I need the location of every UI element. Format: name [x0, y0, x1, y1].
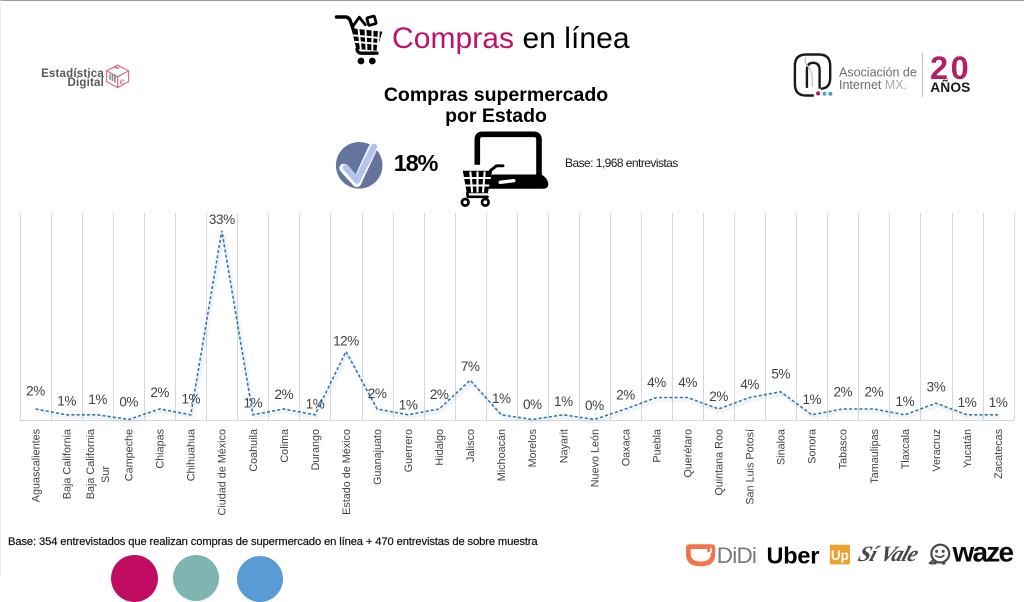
- svg-text:Tabasco: Tabasco: [838, 429, 850, 469]
- svg-text:2%: 2%: [709, 389, 728, 404]
- svg-text:Tamaulipas: Tamaulipas: [869, 428, 881, 483]
- svg-text:2%: 2%: [275, 387, 294, 402]
- svg-text:Sur: Sur: [100, 466, 112, 483]
- svg-text:0%: 0%: [119, 395, 138, 410]
- svg-text:Nuevo León: Nuevo León: [589, 429, 601, 487]
- svg-text:Baja California: Baja California: [62, 429, 74, 499]
- svg-text:3%: 3%: [927, 380, 946, 395]
- svg-text:Durango: Durango: [310, 429, 322, 470]
- svg-text:2%: 2%: [26, 384, 45, 399]
- svg-text:Campeche: Campeche: [124, 429, 136, 481]
- svg-text:Internet MX.: Internet MX.: [839, 78, 907, 92]
- svg-text:2%: 2%: [833, 385, 852, 400]
- svg-text:Tlaxcala: Tlaxcala: [900, 429, 912, 469]
- svg-text:AÑOS: AÑOS: [930, 78, 970, 95]
- svg-text:Nayarit: Nayarit: [558, 429, 570, 463]
- svg-text:Sonora: Sonora: [807, 429, 819, 464]
- svg-text:...: ...: [908, 553, 915, 564]
- svg-text:Uber: Uber: [767, 543, 820, 569]
- svg-text:1%: 1%: [989, 395, 1008, 410]
- svg-text:4%: 4%: [740, 377, 759, 392]
- svg-text:2%: 2%: [150, 385, 169, 400]
- svg-text:Sinaloa: Sinaloa: [776, 429, 788, 465]
- svg-text:Zacatecas: Zacatecas: [993, 428, 1005, 478]
- svg-text:DiDi: DiDi: [717, 543, 756, 568]
- svg-text:Colima: Colima: [279, 429, 291, 463]
- svg-text:Querétaro: Querétaro: [683, 429, 695, 478]
- svg-text:1%: 1%: [896, 394, 915, 409]
- svg-text:1%: 1%: [492, 391, 511, 406]
- svg-text:1%: 1%: [554, 394, 573, 409]
- svg-text:Quintana Roo: Quintana Roo: [714, 429, 726, 496]
- svg-text:Guerrero: Guerrero: [403, 429, 415, 472]
- svg-text:Asociación de: Asociación de: [839, 65, 917, 79]
- svg-text:0%: 0%: [585, 398, 604, 413]
- svg-text:1%: 1%: [57, 394, 76, 409]
- svg-text:1%: 1%: [88, 392, 107, 407]
- svg-text:Hidalgo: Hidalgo: [434, 429, 446, 466]
- svg-text:2%: 2%: [430, 387, 449, 402]
- svg-text:Baja California: Baja California: [85, 429, 97, 499]
- svg-text:Yucatán: Yucatán: [962, 429, 974, 468]
- svg-text:Veracruz: Veracruz: [931, 429, 943, 472]
- svg-text:Chihuahua: Chihuahua: [186, 429, 198, 481]
- svg-text:1%: 1%: [802, 392, 821, 407]
- svg-text:Morelos: Morelos: [527, 428, 539, 467]
- svg-text:Guanajuato: Guanajuato: [372, 429, 384, 485]
- svg-text:4%: 4%: [678, 375, 697, 390]
- svg-text:Michoacán: Michoacán: [496, 429, 508, 481]
- svg-text:San Luis Potosí: San Luis Potosí: [745, 429, 757, 505]
- svg-text:1%: 1%: [306, 397, 325, 412]
- svg-text:2%: 2%: [865, 385, 884, 400]
- svg-text:Ciudad de México: Ciudad de México: [217, 429, 229, 515]
- svg-text:0%: 0%: [523, 397, 542, 412]
- svg-text:2%: 2%: [368, 386, 387, 401]
- svg-text:Up: Up: [831, 548, 849, 563]
- svg-text:12%: 12%: [333, 334, 359, 349]
- svg-text:1%: 1%: [244, 396, 263, 411]
- svg-text:1%: 1%: [958, 395, 977, 410]
- svg-text:4%: 4%: [647, 375, 666, 390]
- svg-text:2%: 2%: [616, 388, 635, 403]
- svg-text:Oaxaca: Oaxaca: [620, 429, 632, 466]
- svg-text:e: e: [120, 77, 124, 87]
- svg-text:Chiapas: Chiapas: [155, 428, 167, 468]
- svg-text:1%: 1%: [399, 398, 418, 413]
- svg-text:Sí Vale: Sí Vale: [855, 542, 922, 566]
- svg-text:Aguascalientes: Aguascalientes: [30, 428, 42, 502]
- svg-text:33%: 33%: [209, 212, 235, 227]
- svg-text:Puebla: Puebla: [651, 429, 663, 463]
- svg-text:1%: 1%: [181, 392, 200, 407]
- svg-text:20: 20: [930, 50, 971, 86]
- svg-text:Coahuila: Coahuila: [248, 429, 260, 472]
- svg-text:7%: 7%: [461, 359, 480, 374]
- svg-text:waze: waze: [952, 537, 1014, 568]
- svg-text:Jalisco: Jalisco: [465, 429, 477, 462]
- svg-text:Estado de México: Estado de México: [341, 429, 353, 515]
- svg-text:5%: 5%: [771, 367, 790, 382]
